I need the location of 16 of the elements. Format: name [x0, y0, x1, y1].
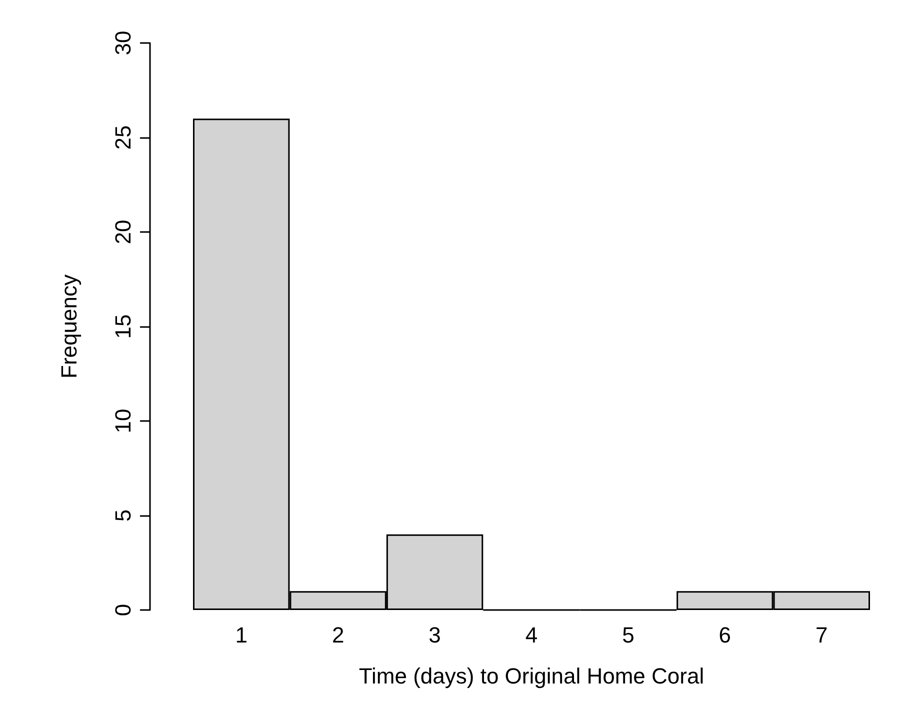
y-tick-label: 15 — [110, 314, 136, 339]
y-tick-label: 25 — [110, 125, 136, 150]
x-tick-label: 6 — [718, 622, 732, 648]
x-tick-label: 4 — [525, 622, 538, 648]
y-tick-label: 0 — [110, 604, 136, 616]
y-tick-label: 20 — [110, 220, 136, 244]
y-axis-title: Frequency — [56, 274, 82, 378]
x-tick-label: 1 — [235, 622, 248, 648]
y-tick-label: 10 — [110, 408, 136, 434]
x-tick-label: 2 — [332, 622, 344, 648]
x-axis-title: Time (days) to Original Home Coral — [358, 664, 704, 688]
x-tick-label: 7 — [816, 622, 828, 648]
y-tick-label: 5 — [110, 509, 136, 522]
x-tick-label: 3 — [428, 622, 441, 648]
y-tick-label: 30 — [110, 30, 136, 56]
x-tick-label: 5 — [622, 622, 634, 648]
